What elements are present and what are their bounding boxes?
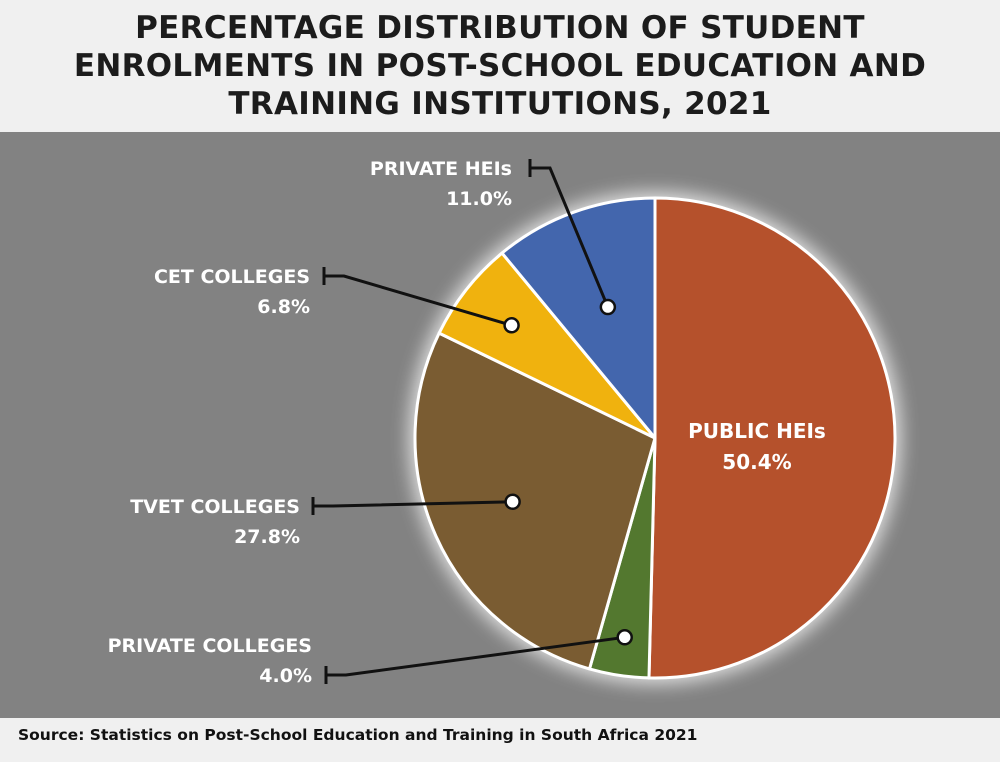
chart-title: PERCENTAGE DISTRIBUTION OF STUDENT ENROL… [73,10,927,122]
leader-line-private-heis [530,166,610,308]
source-note: Source: Statistics on Post-School Educat… [18,726,698,744]
leader-line-cet-colleges [324,274,513,327]
leader-dot-private-colleges [616,629,633,646]
slice-label-cet-colleges: CET COLLEGES [154,266,310,288]
slice-value-public-heis: 50.4% [722,450,791,474]
pie-chart: PUBLIC HEIs 50.4% PRIVATE COLLEGES 4.0% TVET… [108,158,901,687]
leader-dot-cet-colleges [503,317,520,334]
slice-label-private-heis: PRIVATE HEIs [370,158,512,180]
slice-value-private-heis: 11.0% [446,188,512,210]
slice-label-private-colleges: PRIVATE COLLEGES [108,635,312,657]
pie-slice-private-heis [500,196,657,440]
pie-slice-public-heis [647,196,897,680]
slice-label-public-heis: PUBLIC HEIs [688,419,826,443]
leader-line-tvet-colleges [313,500,513,508]
slice-value-cet-colleges: 6.8% [257,296,310,318]
leader-dot-tvet-colleges [504,493,521,510]
leader-line-private-colleges [326,635,625,677]
leader-dot-private-heis [599,298,617,316]
slice-value-private-colleges: 4.0% [259,665,312,687]
slice-label-tvet-colleges: TVET COLLEGES [130,496,300,518]
chart-area: PUBLIC HEIs 50.4% PRIVATE COLLEGES 4.0% TVET… [0,132,1000,718]
slice-value-tvet-colleges: 27.8% [234,526,300,548]
